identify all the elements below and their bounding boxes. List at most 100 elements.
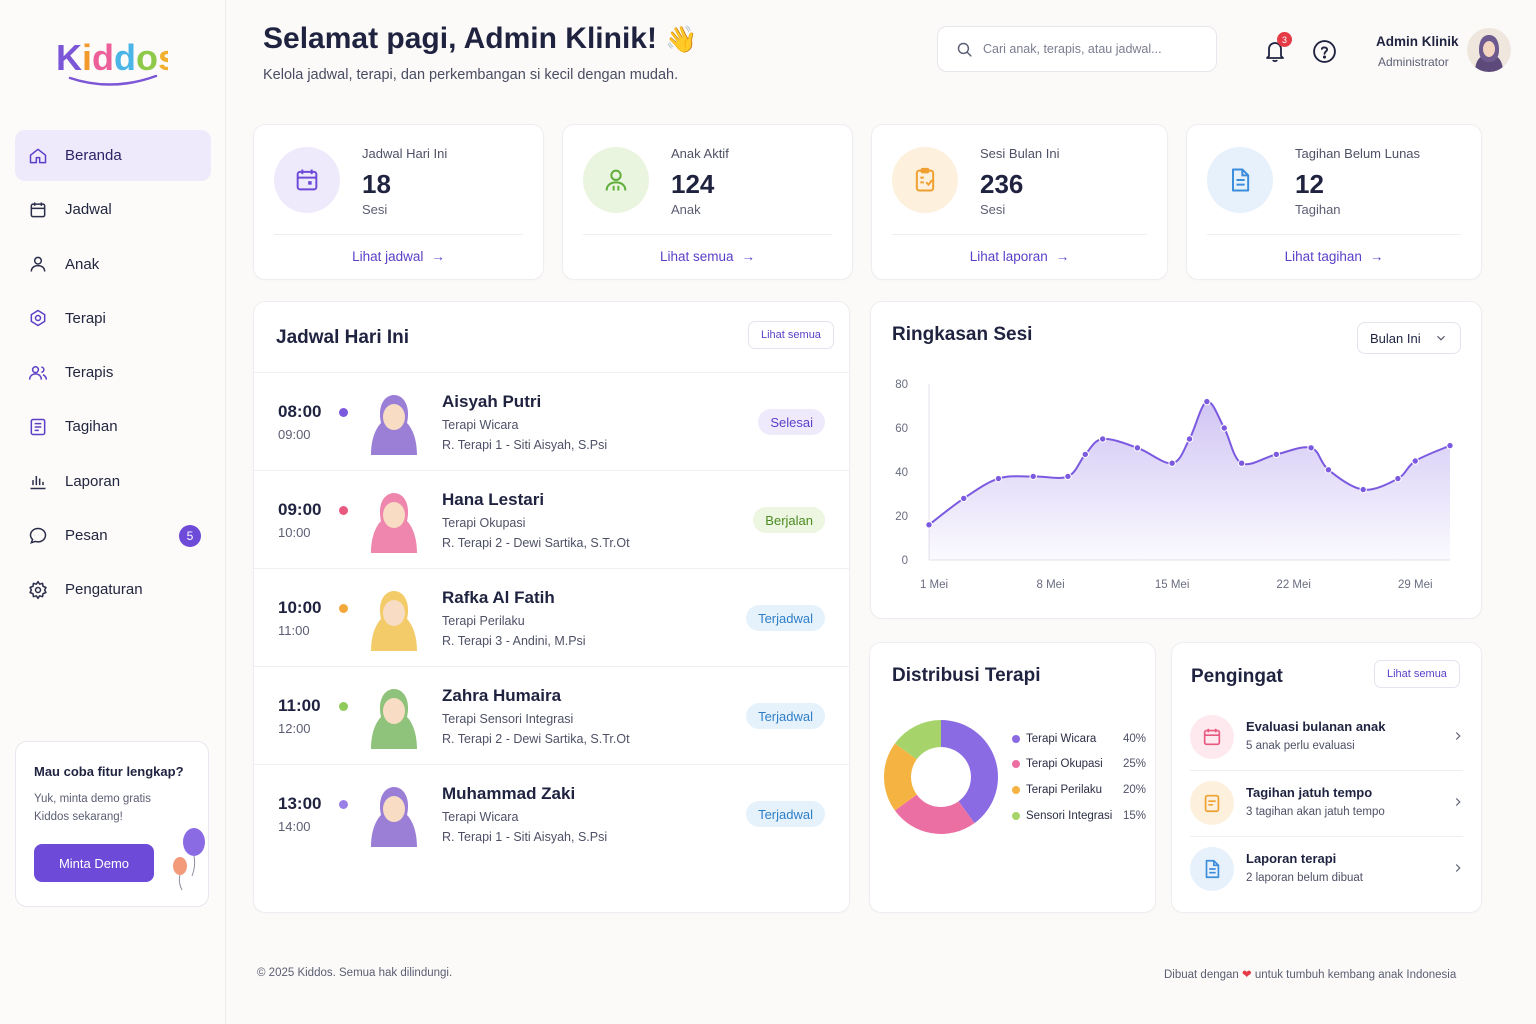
end-time: 10:00 (278, 525, 311, 540)
reminder-title: Laporan terapi (1246, 851, 1337, 866)
period-select[interactable]: Bulan Ini (1357, 322, 1461, 354)
data-point (925, 521, 933, 529)
data-point (1081, 450, 1090, 459)
footer-text-pre: Dibuat dengan (1164, 969, 1239, 981)
kiddos-logo[interactable]: Kiddos (56, 30, 168, 88)
room-therapist: R. Terapi 1 - Siti Aisyah, S.Psi (442, 830, 608, 844)
notification-button[interactable]: 3 (1263, 32, 1292, 64)
legend-percent: 15% (1122, 810, 1146, 822)
schedule-row[interactable]: 10:00 11:00 Rafka Al Fatih Terapi Perila… (254, 568, 849, 666)
x-tick-label: 22 Mei (1276, 579, 1311, 591)
page-title: Selamat pagi, Admin Klinik! 👋 (263, 22, 697, 56)
data-point (1029, 472, 1037, 481)
stat-unit: Anak (671, 202, 701, 217)
x-tick-label: 8 Mei (1037, 579, 1065, 591)
sidebar-item-tagihan[interactable]: Tagihan (15, 401, 211, 452)
sidebar-item-label: Anak (65, 255, 100, 273)
view-report-link[interactable]: Lihat laporan → (872, 249, 1167, 264)
room-therapist: R. Terapi 2 - Dewi Sartika, S.Tr.Ot (442, 536, 630, 550)
view-invoices-link[interactable]: Lihat tagihan → (1187, 249, 1481, 264)
legend-label: Terapi Wicara (1026, 733, 1097, 745)
status-dot (339, 702, 348, 711)
divider (1190, 836, 1463, 837)
arrow-right-icon: → (1369, 249, 1384, 264)
sidebar-item-jadwal[interactable]: Jadwal (15, 184, 211, 235)
arrow-right-icon: → (741, 249, 756, 264)
status-badge: Selesai (758, 409, 825, 435)
request-demo-button[interactable]: Minta Demo (34, 844, 154, 882)
legend-percent: 25% (1122, 758, 1146, 770)
data-point (1324, 466, 1333, 474)
sidebar-item-pengaturan[interactable]: Pengaturan (15, 564, 211, 615)
users-icon (27, 362, 49, 384)
stat-unit: Sesi (362, 202, 388, 217)
search-input[interactable] (983, 42, 1193, 56)
therapy-distribution-panel (869, 642, 1156, 913)
reminder-item[interactable]: Tagihan jatuh tempo 3 tagihan akan jatuh… (1172, 771, 1481, 837)
heart-icon: ❤ (1242, 969, 1252, 981)
wave-icon: 👋 (664, 24, 698, 54)
avatar[interactable] (1467, 28, 1511, 72)
arrow-right-icon: → (1055, 249, 1070, 264)
data-point (1272, 450, 1281, 459)
status-dot (339, 604, 348, 613)
stat-value: 236 (980, 169, 1024, 199)
therapy-donut-chart (884, 720, 998, 834)
end-time: 11:00 (278, 623, 310, 638)
view-all-children-link[interactable]: Lihat semua → (563, 249, 852, 264)
reminder-item[interactable]: Evaluasi bulanan anak 5 anak perlu evalu… (1172, 705, 1481, 771)
home-icon (27, 145, 49, 167)
data-point (1220, 424, 1228, 432)
data-point (960, 494, 968, 503)
status-badge: Terjadwal (746, 801, 825, 827)
search-box[interactable] (937, 26, 1217, 72)
data-point (1203, 397, 1211, 406)
schedule-see-all-button[interactable]: Lihat semua (748, 321, 834, 349)
demo-promo-card: Mau coba fitur lengkap? Yuk, minta demo … (15, 741, 209, 907)
sidebar-item-pesan[interactable]: Pesan 5 (15, 510, 211, 561)
room-therapist: R. Terapi 2 - Dewi Sartika, S.Tr.Ot (442, 732, 630, 746)
start-time: 10:00 (278, 598, 322, 617)
chevron-right-icon (1455, 798, 1461, 806)
reminder-item[interactable]: Laporan terapi 2 laporan belum dibuat (1172, 837, 1481, 903)
y-tick-label: 60 (895, 423, 908, 435)
help-icon[interactable] (1312, 39, 1337, 64)
schedule-row[interactable]: 08:00 09:00 Aisyah Putri Terapi Wicara R… (254, 372, 849, 470)
clipboard-check-icon (892, 147, 958, 213)
stat-label: Tagihan Belum Lunas (1295, 146, 1421, 161)
sidebar-item-laporan[interactable]: Laporan (15, 456, 211, 507)
data-point (1064, 472, 1072, 481)
child-avatar-icon (371, 787, 417, 847)
start-time: 13:00 (278, 794, 322, 813)
sidebar-item-terapi[interactable]: Terapi (15, 293, 211, 344)
stat-unit: Sesi (980, 202, 1006, 217)
message-icon (27, 525, 49, 547)
stat-unit: Tagihan (1295, 202, 1341, 217)
schedule-row[interactable]: 13:00 14:00 Muhammad Zaki Terapi Wicara … (254, 764, 849, 862)
reminder-subtitle: 2 laporan belum dibuat (1246, 872, 1363, 884)
end-time: 14:00 (278, 819, 311, 834)
data-point (1411, 457, 1419, 465)
sidebar-item-beranda[interactable]: Beranda (15, 130, 211, 181)
view-schedule-link[interactable]: Lihat jadwal → (254, 249, 543, 264)
sidebar-item-terapis[interactable]: Terapis (15, 347, 211, 398)
data-point (1394, 474, 1402, 483)
sidebar-item-anak[interactable]: Anak (15, 239, 211, 290)
footer-copyright: © 2025 Kiddos. Semua hak dilindungi. (257, 967, 453, 979)
chevron-right-icon (1455, 732, 1461, 740)
bell-icon (1266, 42, 1284, 63)
end-time: 12:00 (278, 721, 311, 736)
legend-item: Sensori Integrasi 15% (1012, 810, 1146, 822)
link-label: Lihat jadwal (352, 249, 424, 264)
reminders-see-all-button[interactable]: Lihat semua (1374, 660, 1460, 688)
schedule-row[interactable]: 11:00 12:00 Zahra Humaira Terapi Sensori… (254, 666, 849, 764)
start-time: 11:00 (278, 696, 321, 715)
puzzle-icon (27, 307, 49, 329)
sidebar-nav: Beranda Jadwal Anak Terapi Terapis (15, 130, 211, 619)
divider (1190, 770, 1463, 771)
notification-count-badge: 3 (1277, 32, 1292, 47)
y-tick-label: 20 (895, 511, 908, 523)
schedule-row[interactable]: 09:00 10:00 Hana Lestari Terapi Okupasi … (254, 470, 849, 568)
divider (583, 234, 832, 235)
stat-value: 18 (362, 169, 391, 199)
